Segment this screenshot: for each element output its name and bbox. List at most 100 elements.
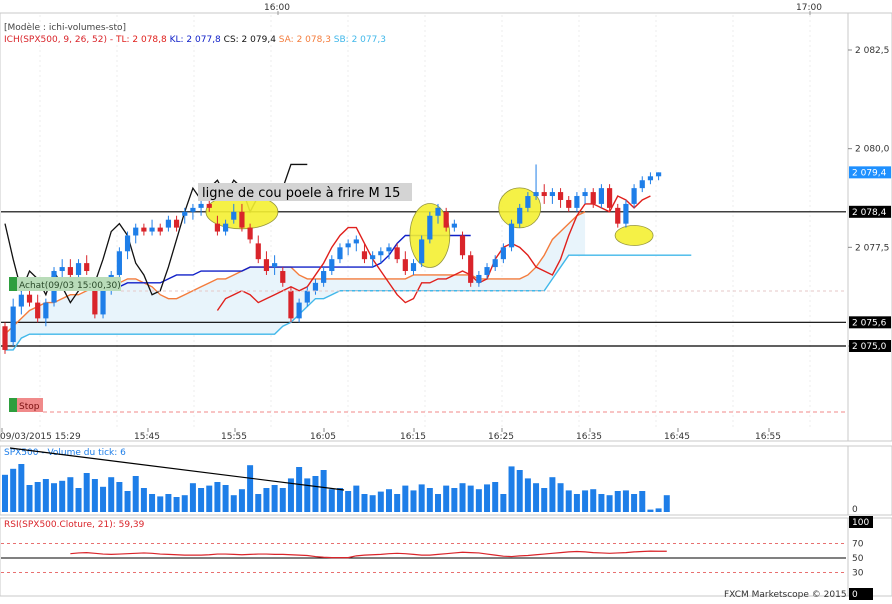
candle-down: [214, 223, 221, 232]
time-tick-label: 16:55: [755, 432, 781, 442]
volume-bar: [247, 465, 254, 512]
volume-bar: [549, 477, 556, 512]
volume-bar: [369, 495, 376, 512]
volume-bar: [189, 483, 196, 512]
price-tag-label: 2 079,4: [852, 168, 887, 178]
time-tick-label: 16:05: [310, 432, 336, 442]
volume-bar: [2, 474, 8, 512]
volume-bar: [565, 490, 572, 512]
volume-bar: [467, 485, 474, 512]
candle-up: [419, 239, 425, 264]
candle-up: [198, 203, 204, 208]
candle-up: [100, 286, 106, 315]
top-time-label: 17:00: [796, 3, 822, 13]
time-tick-label: 16:45: [664, 432, 690, 442]
price-tag-bg: [849, 340, 891, 352]
volume-bar: [459, 483, 466, 512]
volume-bar: [336, 488, 343, 512]
cloud-fill: [5, 211, 586, 350]
candle-down: [590, 192, 596, 204]
volume-bars: [2, 464, 670, 512]
price-tick-label: 2 082,5: [855, 46, 889, 56]
volume-bar: [320, 470, 327, 512]
candle-up: [18, 294, 24, 307]
volume-bar: [328, 489, 335, 512]
volume-bar: [206, 485, 213, 512]
candle-up: [231, 211, 237, 220]
footer-credit: FXCM Marketscope © 2015: [724, 590, 847, 600]
candle-up: [321, 271, 327, 283]
candle-up: [296, 302, 302, 319]
candle-up: [133, 227, 139, 236]
buy-order-label-bg: [17, 277, 121, 291]
price-tick-label: 2 077,5: [855, 243, 889, 253]
candle-down: [402, 259, 408, 272]
volume-bar: [385, 489, 392, 512]
volume-bar: [165, 494, 172, 512]
tenkan-line: [216, 195, 651, 311]
candle-up: [533, 192, 539, 197]
candle-up: [337, 247, 343, 260]
candle-down: [247, 227, 253, 240]
legend-tl: TL: 2 078,8: [115, 35, 167, 45]
volume-bar: [573, 494, 580, 512]
volume-bar: [541, 488, 548, 512]
volume-bar: [181, 495, 188, 512]
volume-bar: [287, 478, 294, 512]
volume-bar: [279, 488, 286, 512]
candle-up: [492, 259, 498, 268]
candle-up: [582, 192, 588, 197]
volume-bar: [663, 495, 670, 512]
volume-bar: [443, 485, 450, 512]
volume-bar: [132, 476, 139, 512]
candle-down: [239, 211, 245, 228]
volume-bar: [149, 494, 156, 512]
volume-bar: [639, 491, 646, 512]
candle-down: [263, 259, 270, 272]
candle-up: [304, 290, 310, 303]
volume-bar: [157, 496, 164, 512]
volume-bar: [475, 489, 482, 512]
top-time-axis: 16:00 17:00: [264, 3, 822, 15]
price-tag-bg: [849, 316, 891, 329]
volume-bar: [34, 482, 41, 512]
price-tag-bg: [849, 205, 891, 218]
volume-bar: [492, 482, 499, 512]
volume-bar: [647, 509, 654, 512]
candle-down: [541, 192, 547, 197]
candle-down: [255, 243, 261, 260]
legend-sb: SB: 2 077,3: [334, 35, 386, 45]
annotation-text: ligne de cou poele à frire M 15: [202, 186, 400, 201]
volume-bar: [410, 490, 417, 512]
volume-bar: [655, 508, 662, 512]
candle-down: [566, 199, 572, 208]
candle-down: [157, 227, 163, 232]
volume-bar: [590, 489, 597, 512]
stop-order-label: Stop: [19, 402, 40, 412]
candle-up: [165, 219, 171, 228]
volume-bar: [83, 473, 90, 512]
volume-trend-line: [9, 447, 345, 491]
volume-bar: [435, 494, 442, 512]
volume-bar: [345, 491, 352, 512]
volume-bar: [533, 483, 540, 512]
volume-bar: [271, 485, 278, 512]
candle-up: [182, 211, 188, 216]
rsi-panel: [0, 517, 849, 597]
candle-up: [656, 172, 662, 177]
volume-bar: [426, 488, 433, 512]
price-tick-label: 2 080,0: [855, 145, 890, 155]
volume-bar: [173, 497, 180, 512]
candle-down: [557, 192, 564, 200]
volume-bar: [116, 482, 123, 512]
legend-prefix: ICH(SPX500, 9, 26, 52) -: [4, 35, 116, 45]
model-label: [Modèle : ichi-volumes-sto]: [4, 22, 126, 33]
candle-up: [427, 215, 433, 240]
volume-bar: [402, 485, 409, 512]
bottom-time-axis: 09/03/2015 15:29 15:45 15:55 16:05 16:15 16:2…: [0, 428, 781, 442]
candle-up: [149, 227, 155, 232]
candle-down: [2, 326, 8, 350]
volume-bar: [75, 488, 82, 512]
candle-down: [173, 219, 180, 228]
